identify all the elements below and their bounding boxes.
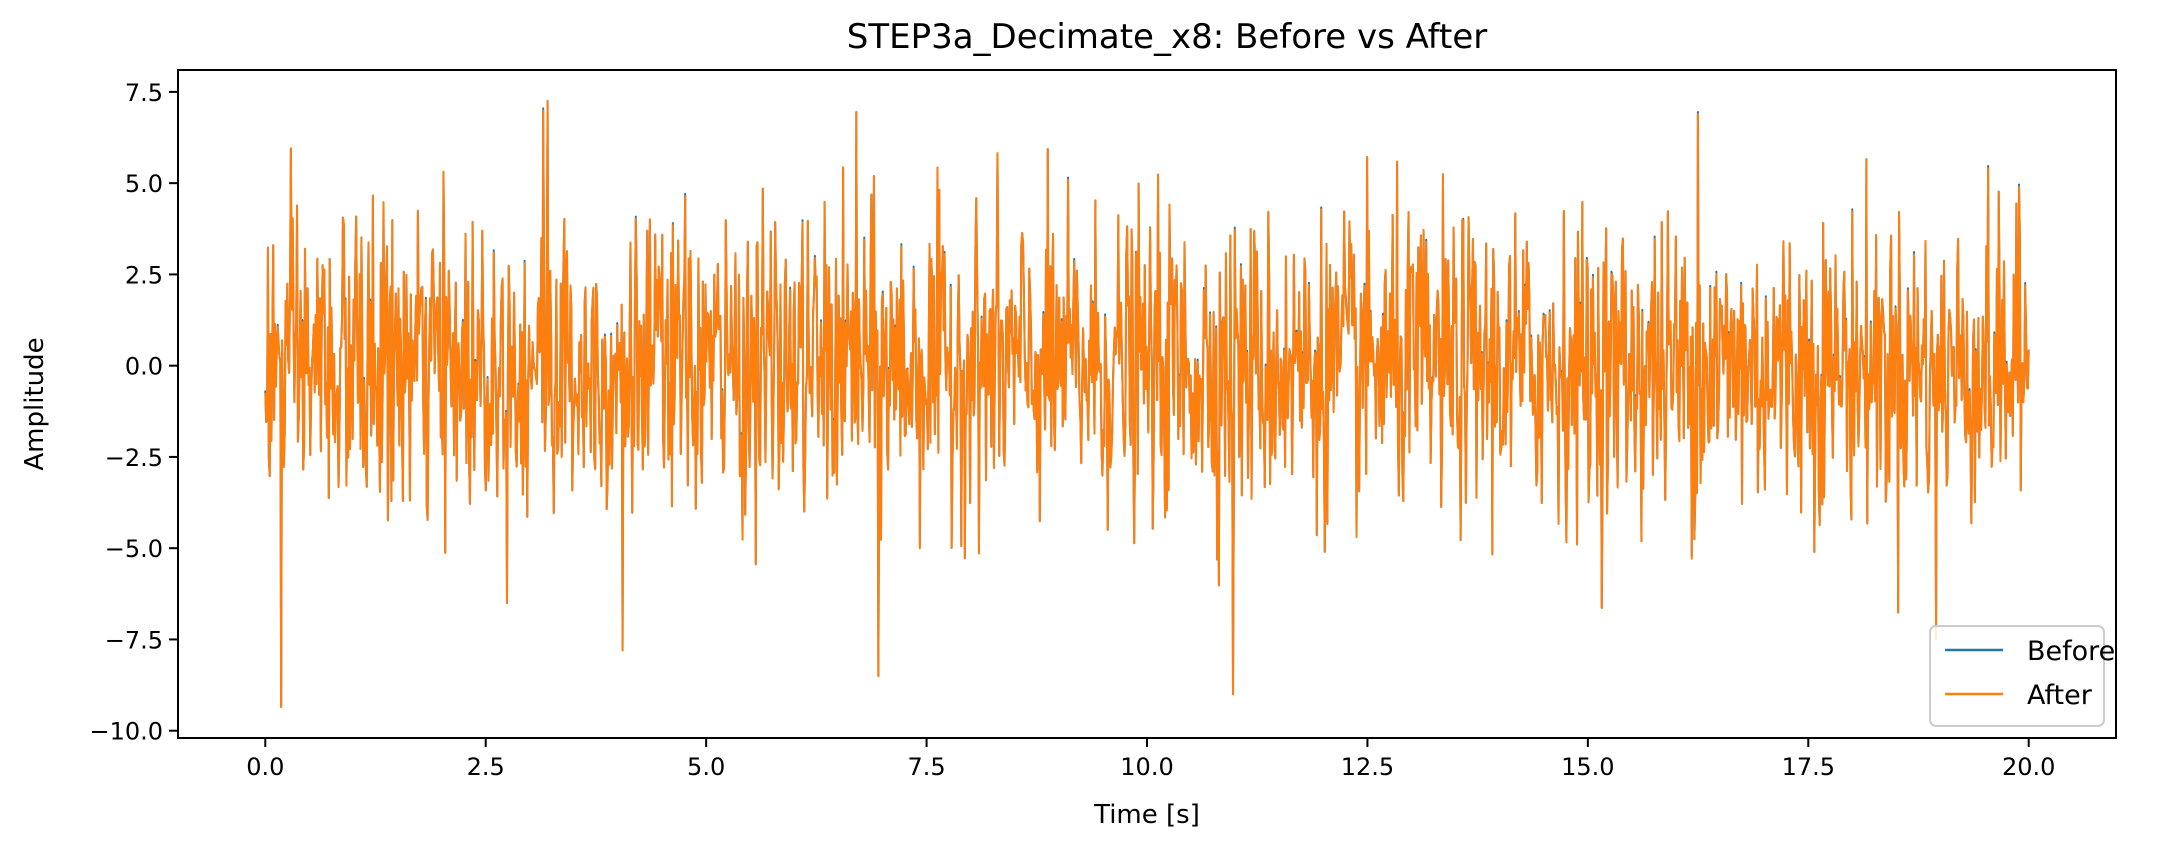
legend: Before After xyxy=(1929,625,2115,727)
x-tick-label: 7.5 xyxy=(907,753,945,781)
x-tick-label: 5.0 xyxy=(687,753,725,781)
x-tick-label: 20.0 xyxy=(2002,753,2055,781)
x-tick-label: 10.0 xyxy=(1120,753,1173,781)
x-axis-label: Time [s] xyxy=(1093,800,1200,830)
chart-title: STEP3a_Decimate_x8: Before vs After xyxy=(847,17,1488,57)
y-tick-label: −7.5 xyxy=(105,626,163,654)
legend-label-after: After xyxy=(2027,680,2093,711)
after-line-path xyxy=(264,100,2030,708)
y-tick-label: −2.5 xyxy=(105,444,163,472)
x-axis-ticks: 0.0 2.5 5.0 7.5 10.0 12.5 15.0 17.5 20.0 xyxy=(246,738,2055,781)
x-tick-label: 2.5 xyxy=(467,753,505,781)
y-tick-label: 0.0 xyxy=(125,353,163,381)
y-axis-ticks: −10.0 −7.5 −5.0 −2.5 0.0 2.5 5.0 7.5 xyxy=(89,79,178,746)
y-tick-label: 2.5 xyxy=(125,261,163,289)
x-tick-label: 15.0 xyxy=(1561,753,1614,781)
legend-label-before: Before xyxy=(2027,636,2115,667)
plot-area xyxy=(264,100,2030,708)
x-tick-label: 12.5 xyxy=(1341,753,1394,781)
y-tick-label: −10.0 xyxy=(89,718,163,746)
y-tick-label: −5.0 xyxy=(105,535,163,563)
series-after-line xyxy=(264,100,2030,708)
x-tick-label: 17.5 xyxy=(1782,753,1835,781)
y-tick-label: 5.0 xyxy=(125,170,163,198)
y-tick-label: 7.5 xyxy=(125,79,163,107)
x-tick-label: 0.0 xyxy=(246,753,284,781)
y-axis-label: Amplitude xyxy=(20,337,50,470)
